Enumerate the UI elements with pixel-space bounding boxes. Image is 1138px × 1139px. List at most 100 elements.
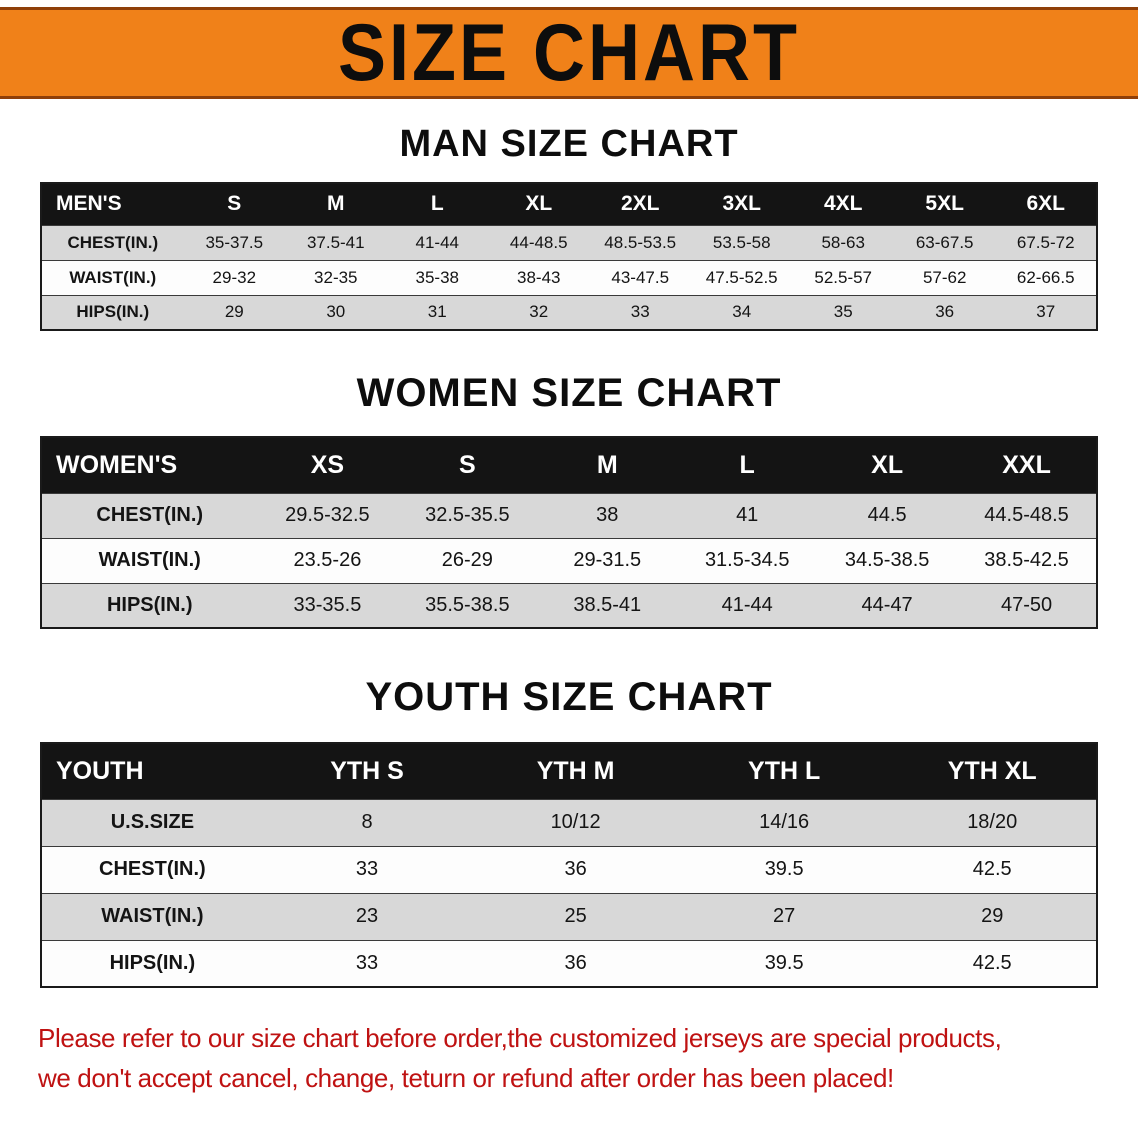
size-value-cell: 32 — [488, 294, 590, 330]
women-header-row: WOMEN'S XS S M L XL XXL — [41, 437, 1097, 493]
size-column-header: M — [285, 183, 387, 225]
size-value-cell: 42.5 — [888, 939, 1097, 987]
size-value-cell: 58-63 — [792, 224, 894, 260]
size-value-cell: 37.5-41 — [285, 224, 387, 260]
size-value-cell: 35.5-38.5 — [397, 582, 538, 628]
youth-header-row: YOUTH YTH S YTH M YTH L YTH XL — [41, 743, 1097, 799]
women-section-heading: WOMEN SIZE CHART — [356, 371, 782, 415]
size-value-cell: 37 — [995, 294, 1097, 330]
banner: SIZE CHART — [0, 7, 1138, 99]
measurement-row: HIPS(IN.) 33-35.5 35.5-38.5 38.5-41 41-44 44-… — [41, 582, 1097, 628]
size-value-cell: 53.5-58 — [690, 224, 793, 260]
measurement-row: CHEST(IN.) 29.5-32.5 32.5-35.5 38 41 44.5 44.5… — [41, 492, 1097, 538]
size-value-cell: 39.5 — [679, 939, 889, 987]
size-column-header: 5XL — [893, 183, 996, 225]
men-size-section: MAN SIZE CHART MEN'S S M L XL 2XL 3XL 4XL 5XL 6XL C… — [0, 123, 1138, 331]
size-value-cell: 39.5 — [679, 845, 889, 893]
size-value-cell: 38.5-41 — [537, 582, 678, 628]
size-column-header: 3XL — [690, 183, 793, 225]
size-column-header: 2XL — [589, 183, 691, 225]
women-corner-label: WOMEN'S — [41, 437, 258, 493]
size-value-cell: 23.5-26 — [257, 537, 398, 583]
size-value-cell: 42.5 — [888, 845, 1097, 893]
size-value-cell: 29-32 — [183, 259, 286, 295]
men-corner-label: MEN'S — [41, 183, 184, 225]
size-chart-page: SIZE CHART MAN SIZE CHART MEN'S S M L XL 2XL 3X… — [0, 7, 1138, 1139]
size-value-cell: 33-35.5 — [257, 582, 398, 628]
size-value-cell: 8 — [262, 798, 472, 846]
size-value-cell: 29-31.5 — [537, 537, 678, 583]
youth-section-heading: YOUTH SIZE CHART — [365, 675, 773, 719]
size-value-cell: 38.5-42.5 — [957, 537, 1097, 583]
measurement-row: WAIST(IN.) 23 25 27 29 — [41, 892, 1097, 940]
size-column-header: XL — [488, 183, 590, 225]
size-value-cell: 32-35 — [285, 259, 387, 295]
size-value-cell: 29.5-32.5 — [257, 492, 398, 538]
size-value-cell: 25 — [471, 892, 680, 940]
size-column-header: S — [183, 183, 286, 225]
measurement-row: WAIST(IN.) 29-32 32-35 35-38 38-43 43-47.5 47.… — [41, 259, 1097, 295]
size-value-cell: 44-48.5 — [488, 224, 590, 260]
size-value-cell: 63-67.5 — [893, 224, 996, 260]
size-value-cell: 38 — [537, 492, 678, 538]
measurement-row-label: HIPS(IN.) — [41, 582, 258, 628]
measurement-row: CHEST(IN.) 33 36 39.5 42.5 — [41, 845, 1097, 893]
size-value-cell: 62-66.5 — [995, 259, 1097, 295]
size-value-cell: 52.5-57 — [792, 259, 894, 295]
size-value-cell: 29 — [183, 294, 286, 330]
measurement-row-label: U.S.SIZE — [41, 798, 263, 846]
size-column-header: YTH S — [262, 743, 472, 799]
notice-line-2: we don't accept cancel, change, teturn o… — [38, 1063, 894, 1094]
men-section-heading: MAN SIZE CHART — [399, 123, 739, 165]
size-value-cell: 43-47.5 — [589, 259, 691, 295]
size-column-header: L — [386, 183, 488, 225]
size-column-header: YTH L — [679, 743, 889, 799]
sections-container: MAN SIZE CHART MEN'S S M L XL 2XL 3XL 4XL 5XL 6XL C… — [0, 123, 1138, 988]
youth-corner-label: YOUTH — [41, 743, 263, 799]
size-value-cell: 10/12 — [471, 798, 680, 846]
notice-line-1: Please refer to our size chart before or… — [38, 1023, 1002, 1053]
men-header-row: MEN'S S M L XL 2XL 3XL 4XL 5XL 6XL — [41, 183, 1097, 225]
size-value-cell: 33 — [262, 845, 472, 893]
footer-notice: Please refer to our size chart before or… — [38, 1018, 1100, 1099]
size-value-cell: 44.5 — [817, 492, 958, 538]
measurement-row-label: WAIST(IN.) — [41, 537, 258, 583]
size-value-cell: 44.5-48.5 — [957, 492, 1097, 538]
size-column-header: YTH XL — [888, 743, 1097, 799]
size-value-cell: 35 — [792, 294, 894, 330]
size-value-cell: 18/20 — [888, 798, 1097, 846]
page-title: SIZE CHART — [338, 8, 800, 98]
size-value-cell: 41-44 — [386, 224, 488, 260]
size-value-cell: 27 — [679, 892, 889, 940]
size-column-header: XXL — [957, 437, 1097, 493]
size-value-cell: 47-50 — [957, 582, 1097, 628]
measurement-row-label: WAIST(IN.) — [41, 892, 263, 940]
size-value-cell: 35-38 — [386, 259, 488, 295]
size-value-cell: 14/16 — [679, 798, 889, 846]
measurement-row-label: CHEST(IN.) — [41, 224, 184, 260]
size-value-cell: 33 — [262, 939, 472, 987]
measurement-row: CHEST(IN.) 35-37.5 37.5-41 41-44 44-48.5 48.5… — [41, 224, 1097, 260]
size-value-cell: 35-37.5 — [183, 224, 286, 260]
size-value-cell: 23 — [262, 892, 472, 940]
size-value-cell: 41 — [677, 492, 818, 538]
size-column-header: XL — [817, 437, 958, 493]
measurement-row: HIPS(IN.) 29 30 31 32 33 34 35 36 37 — [41, 294, 1097, 330]
size-value-cell: 31 — [386, 294, 488, 330]
size-column-header: XS — [257, 437, 398, 493]
size-value-cell: 31.5-34.5 — [677, 537, 818, 583]
size-column-header: S — [397, 437, 538, 493]
women-size-section: WOMEN SIZE CHART WOMEN'S XS S M L XL XXL CHEST(I… — [0, 371, 1138, 629]
size-value-cell: 57-62 — [893, 259, 996, 295]
size-value-cell: 48.5-53.5 — [589, 224, 691, 260]
size-value-cell: 36 — [471, 939, 680, 987]
measurement-row-label: WAIST(IN.) — [41, 259, 184, 295]
size-column-header: 6XL — [995, 183, 1097, 225]
size-column-header: YTH M — [471, 743, 680, 799]
size-value-cell: 29 — [888, 892, 1097, 940]
measurement-row: HIPS(IN.) 33 36 39.5 42.5 — [41, 939, 1097, 987]
size-value-cell: 30 — [285, 294, 387, 330]
measurement-row-label: CHEST(IN.) — [41, 845, 263, 893]
size-value-cell: 41-44 — [677, 582, 818, 628]
size-value-cell: 67.5-72 — [995, 224, 1097, 260]
